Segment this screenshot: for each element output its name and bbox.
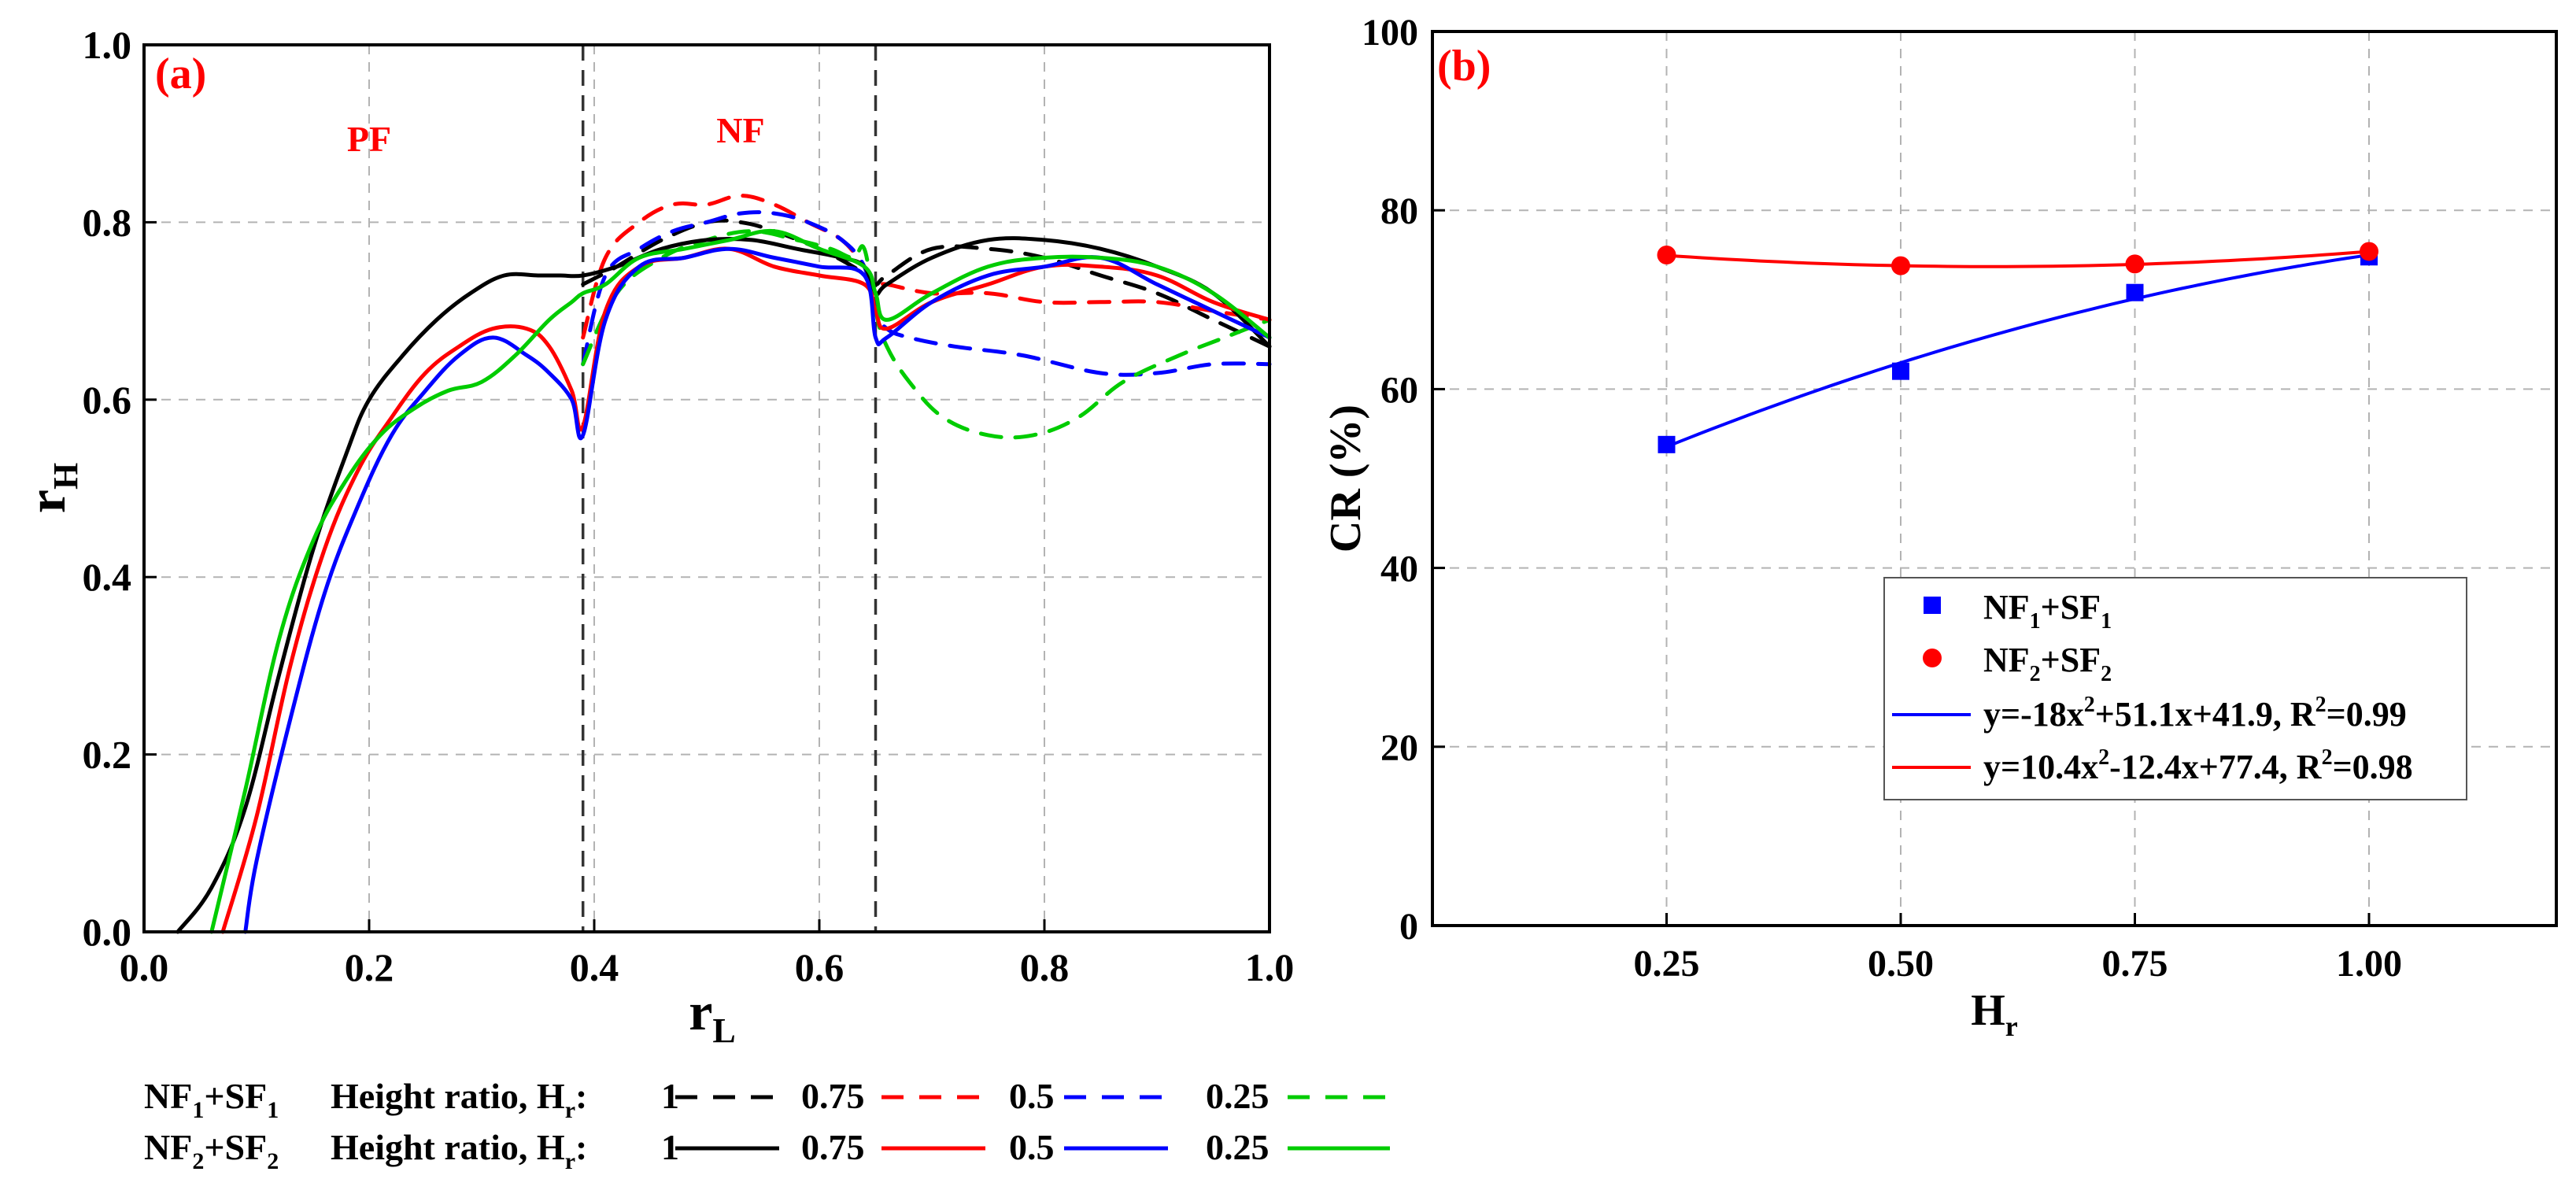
legend-hr-value: 0.25 (1206, 1127, 1270, 1167)
panel-a-y-axis-label: rH (17, 463, 85, 513)
legend-row-label: Height ratio, Hr: (331, 1127, 587, 1174)
y-tick-label: 40 (1380, 549, 1418, 590)
series-line-nf2-sf2-hr-1 (176, 236, 1272, 934)
legend-row-entries: 1 0.75 0.5 0.25 (661, 1076, 1390, 1116)
annotation-pf: PF (347, 119, 391, 159)
y-tick-label: 0 (1399, 906, 1418, 948)
legend-label: NF1+SF1 (1983, 588, 2112, 634)
panel-b-ticks: 0.25 0.50 0.75 1.00 0 20 40 60 80 100 (1362, 12, 2402, 985)
y-tick-label: 100 (1362, 12, 1418, 54)
legend-row-nf1-sf1: NF1+SF1 Height ratio, Hr: 1 0.75 0.5 0.25 (144, 1076, 1390, 1123)
panel-a-plot-frame (142, 43, 1271, 933)
legend-hr-value: 0.75 (801, 1076, 865, 1116)
x-tick-label: 1.0 (1245, 945, 1295, 989)
x-tick-label: 0.50 (1868, 943, 1934, 985)
panel-b-y-axis-label: CR (%) (1321, 405, 1370, 553)
legend-row-label: Height ratio, Hr: (331, 1076, 587, 1123)
x-tick-label: 0.75 (2102, 943, 2168, 985)
legend-row-config: NF2+SF2 (144, 1127, 279, 1174)
legend-hr-value: 0.5 (1009, 1127, 1055, 1167)
panel-a-series (176, 194, 1272, 934)
legend-hr-value: 0.5 (1009, 1076, 1055, 1116)
y-tick-label: 0.2 (83, 733, 132, 777)
marker-circle-nf2-sf2 (1657, 246, 1676, 264)
y-tick-label: 0.4 (83, 555, 132, 599)
panel-b-legend: NF1+SF1 NF2+SF2 y=-18x2+51.1x+41.9, R2=0.9… (1883, 577, 2467, 800)
series-line-nf2-sf2-hr-05 (243, 246, 1272, 934)
x-tick-label: 0.2 (345, 945, 394, 989)
series-line-nf2-sf2-hr-025 (209, 228, 1272, 934)
marker-square-nf1-sf1 (1892, 362, 1909, 380)
annotation-nf: NF (716, 110, 764, 150)
panel-a-ticks: 0.0 0.2 0.4 0.6 0.8 1.0 0.0 0.2 0.4 0.6 0.8 1.0 (83, 23, 1295, 989)
panel-b-x-axis-label: Hr (1971, 986, 2018, 1042)
fit-curve-1 (1665, 253, 2370, 449)
x-tick-label: 0.6 (795, 945, 844, 989)
legend-hr-value: 0.25 (1206, 1076, 1270, 1116)
y-tick-label: 60 (1380, 369, 1418, 411)
legend-label: y=-18x2+51.1x+41.9, R2=0.99 (1983, 693, 2407, 734)
panel-a-label: (a) (155, 50, 206, 98)
y-tick-label: 0.0 (83, 910, 132, 954)
legend-row-nf2-sf2: NF2+SF2 Height ratio, Hr: 1 0.75 0.5 0.25 (144, 1127, 1390, 1174)
x-tick-label: 0.0 (120, 945, 169, 989)
panel-b-fit-curves (1665, 249, 2370, 449)
marker-circle-nf2-sf2 (2125, 254, 2145, 274)
panel-a-legend: NF1+SF1 Height ratio, Hr: 1 0.75 0.5 0.25 N… (144, 1076, 1390, 1174)
legend-hr-value: 0.75 (801, 1127, 865, 1167)
marker-square-nf1-sf1 (2126, 283, 2144, 301)
series-line-nf2-sf2-hr-075 (220, 246, 1272, 934)
fit-curve-2 (1666, 249, 2370, 268)
panel-a-line-chart: 0.0 0.2 0.4 0.6 0.8 1.0 0.0 0.2 0.4 0.6 0.8 1.0 (a)… (17, 23, 1294, 1050)
panel-b-markers (1657, 242, 2378, 453)
x-tick-label: 0.8 (1020, 945, 1070, 989)
marker-circle-nf2-sf2 (1891, 256, 1910, 275)
marker-circle-nf2-sf2 (2360, 242, 2378, 261)
legend-row-config: NF1+SF1 (144, 1076, 279, 1123)
panel-a-x-axis-label: rL (689, 981, 736, 1050)
legend-marker-square (1924, 597, 1941, 614)
legend-label: y=10.4x2-12.4x+77.4, R2=0.98 (1983, 745, 2413, 786)
y-tick-label: 0.6 (83, 378, 132, 422)
legend-hr-value: 1 (661, 1076, 679, 1116)
panel-b-scatter-chart: 0.25 0.50 0.75 1.00 0 20 40 60 80 100 (b) Hr CR (… (1321, 12, 2558, 1042)
legend-row-entries: 1 0.75 0.5 0.25 (661, 1127, 1390, 1167)
y-tick-label: 0.8 (83, 200, 132, 244)
panel-b-label: (b) (1437, 42, 1491, 91)
x-tick-label: 0.4 (570, 945, 619, 989)
y-tick-label: 20 (1380, 727, 1418, 769)
y-tick-label: 80 (1380, 190, 1418, 232)
panel-b-legend-box (1883, 577, 2467, 800)
legend-hr-value: 1 (661, 1127, 679, 1167)
y-tick-label: 1.0 (83, 23, 132, 67)
panel-b-plot-frame (1431, 30, 2558, 927)
marker-square-nf1-sf1 (1658, 435, 1676, 453)
x-tick-label: 1.00 (2336, 943, 2402, 985)
panel-b-legend-entries: NF1+SF1 NF2+SF2 y=-18x2+51.1x+41.9, R2=0.9… (1892, 588, 2413, 786)
legend-marker-circle (1923, 649, 1942, 667)
x-tick-label: 0.25 (1634, 943, 1700, 985)
legend-label: NF2+SF2 (1983, 641, 2112, 686)
panel-a-region-dividers (581, 45, 878, 932)
